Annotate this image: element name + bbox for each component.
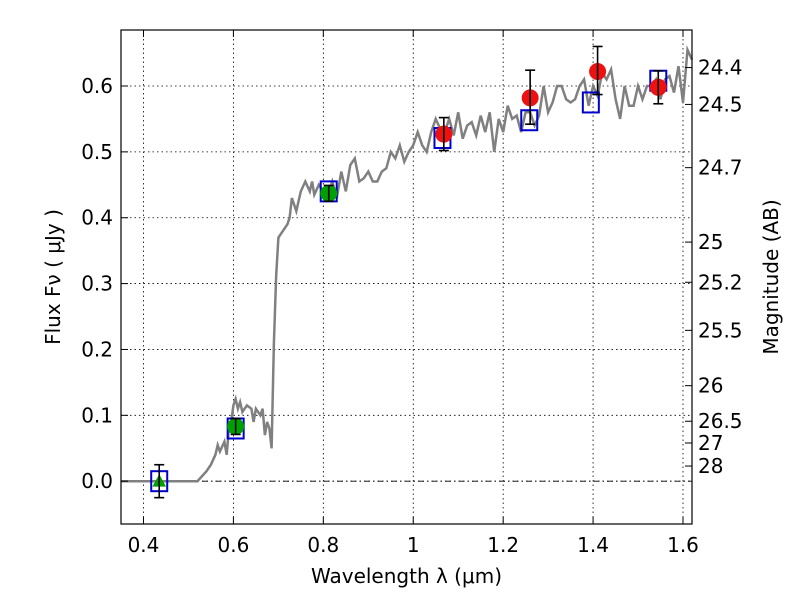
y-tick-label: 0.3 xyxy=(81,272,113,296)
y-tick-label: 0.2 xyxy=(81,337,113,361)
y-axis-ticks: 0.0 0.1 0.2 0.3 0.4 0.5 0.6 xyxy=(81,74,128,493)
grid-lines xyxy=(121,30,692,524)
x-tick-label: 1.4 xyxy=(577,533,609,557)
magnitude-tick-label: 25.2 xyxy=(698,270,743,294)
y-tick-label: 0.0 xyxy=(81,469,113,493)
magnitude-tick-label: 27 xyxy=(698,431,723,455)
plot-area xyxy=(121,44,694,499)
x-tick-label: 1 xyxy=(407,533,420,557)
y-tick-label: 0.6 xyxy=(81,74,113,98)
model-spectrum-line xyxy=(121,44,694,483)
magnitude-tick-label: 26 xyxy=(698,374,723,398)
x-tick-label: 1.6 xyxy=(667,533,699,557)
plot-frame xyxy=(120,29,693,525)
x-axis-label: Wavelength λ (μm) xyxy=(311,564,502,588)
x-tick-label: 0.4 xyxy=(128,533,160,557)
magnitude-tick-label: 25.5 xyxy=(698,318,743,342)
magnitude-tick-label: 26.5 xyxy=(698,409,743,433)
magnitude-tick-label: 28 xyxy=(698,454,723,478)
x-axis-ticks: 0.4 0.6 0.8 1 1.2 1.4 1.6 xyxy=(128,30,699,557)
x-tick-label: 0.8 xyxy=(307,533,339,557)
magnitude-tick-label: 24.5 xyxy=(698,92,743,116)
x-tick-label: 0.6 xyxy=(217,533,249,557)
magnitude-tick-label: 24.4 xyxy=(698,56,743,80)
model-flux-square xyxy=(581,91,600,114)
y-tick-label: 0.1 xyxy=(81,403,113,427)
y-tick-label: 0.5 xyxy=(81,140,113,164)
right-y-axis-label: Magnitude (AB) xyxy=(759,199,783,354)
magnitude-tick-label: 25 xyxy=(698,230,723,254)
magnitude-tick-label: 24.7 xyxy=(698,156,743,180)
x-tick-label: 1.2 xyxy=(487,533,519,557)
y-axis-label: Flux Fν ( μJy ) xyxy=(41,209,65,345)
model-flux-square xyxy=(520,109,539,132)
y-tick-label: 0.4 xyxy=(81,206,113,230)
